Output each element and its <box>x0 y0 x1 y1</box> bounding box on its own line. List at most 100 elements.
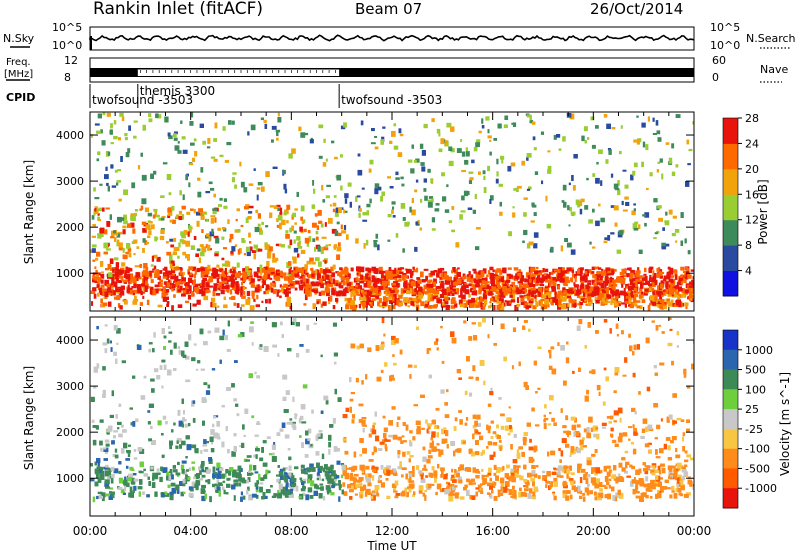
power-cell <box>329 204 332 207</box>
power-cell <box>574 276 577 283</box>
power-cell <box>173 237 177 242</box>
power-cell <box>523 197 528 200</box>
cpid-segment-label: twofsound -3503 <box>92 93 193 107</box>
power-cell <box>617 189 621 196</box>
power-cell <box>444 280 447 285</box>
power-cell <box>645 281 648 284</box>
power-cell <box>592 274 596 279</box>
power-cell <box>610 173 614 178</box>
power-cell <box>141 283 146 287</box>
power-cell <box>427 168 431 173</box>
power-cell <box>392 296 395 302</box>
power-cell <box>345 302 351 305</box>
power-cell <box>363 283 368 288</box>
power-cell <box>387 239 391 242</box>
power-cell <box>166 303 170 307</box>
power-cell <box>587 301 592 307</box>
power-cell <box>655 299 661 302</box>
velocity-cell <box>680 419 685 422</box>
power-cell <box>171 288 174 292</box>
power-cell <box>540 303 543 307</box>
power-cell <box>678 286 682 292</box>
power-cell <box>415 158 420 163</box>
power-cell <box>661 242 666 248</box>
power-cell <box>629 291 634 297</box>
power-cell <box>641 161 644 168</box>
power-cell <box>602 290 607 293</box>
power-cell <box>591 266 596 271</box>
power-cell <box>610 232 615 235</box>
power-cell <box>377 301 380 307</box>
power-cell <box>444 300 449 305</box>
power-cell <box>177 150 182 154</box>
power-cell <box>206 218 209 222</box>
power-cell <box>685 305 688 309</box>
velocity-cell <box>563 430 567 434</box>
velocity-cell <box>434 426 438 430</box>
power-cell <box>119 267 125 272</box>
power-cell <box>159 270 163 274</box>
power-cell <box>398 278 402 282</box>
power-cell <box>171 266 175 271</box>
power-cell <box>517 185 522 189</box>
velocity-cell <box>648 428 654 432</box>
power-cell <box>691 279 694 286</box>
velocity-cell <box>210 429 215 435</box>
power-cell <box>461 170 466 173</box>
power-cell <box>684 238 687 244</box>
power-cell <box>397 274 402 278</box>
velocity-cell <box>422 468 426 471</box>
velocity-cell <box>288 456 292 461</box>
power-cell <box>563 284 569 287</box>
power-cell <box>269 205 275 208</box>
power-cell <box>635 283 639 288</box>
power-cell <box>600 180 603 186</box>
power-cell <box>496 268 501 273</box>
power-cell <box>240 286 243 292</box>
power-cell <box>308 236 312 242</box>
power-cell <box>567 271 570 274</box>
velocity-cell <box>450 483 455 488</box>
power-cell <box>114 169 118 173</box>
power-cell <box>564 238 568 242</box>
freq-bar <box>90 68 694 77</box>
power-cell <box>394 282 399 289</box>
power-cell <box>401 274 405 281</box>
power-cell <box>431 118 435 123</box>
power-cell <box>325 158 328 162</box>
velocity-cell <box>692 484 694 490</box>
power-cell <box>92 275 95 280</box>
velocity-cell <box>579 477 583 483</box>
velocity-cell <box>256 375 261 379</box>
power-cell <box>653 237 657 240</box>
power-cell <box>649 295 655 301</box>
velocity-cell <box>498 440 502 443</box>
velocity-cell <box>332 418 336 424</box>
power-cell <box>557 304 562 310</box>
velocity-cell <box>194 474 198 479</box>
velocity-cell <box>201 460 205 467</box>
power-cell <box>265 290 269 295</box>
power-cell <box>189 273 193 278</box>
velocity-cell <box>619 432 623 438</box>
velocity-cell <box>459 419 463 425</box>
power-cell <box>160 217 165 221</box>
power-cell <box>645 144 649 151</box>
power-cell <box>221 285 227 290</box>
power-cell <box>453 282 458 286</box>
power-cell <box>320 283 324 289</box>
power-cell <box>665 281 669 287</box>
power-cell <box>196 268 200 273</box>
power-cell <box>525 305 530 310</box>
power-cell <box>687 163 691 166</box>
power-cell <box>632 297 637 303</box>
power-cell <box>618 300 622 303</box>
power-cell <box>616 292 620 298</box>
power-cell <box>414 287 418 292</box>
power-cell <box>436 298 440 303</box>
velocity-cell <box>110 347 113 352</box>
power-cell <box>235 285 240 291</box>
power-cell <box>446 184 449 188</box>
velocity-cell <box>351 414 356 419</box>
power-cell <box>201 281 205 288</box>
